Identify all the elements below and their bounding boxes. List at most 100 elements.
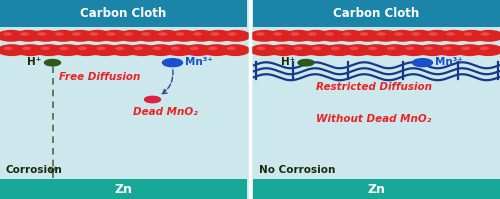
Text: H⁺: H⁺: [27, 57, 42, 67]
Circle shape: [275, 47, 284, 50]
Circle shape: [134, 30, 164, 42]
Circle shape: [370, 30, 400, 42]
Circle shape: [169, 30, 199, 42]
Text: H⁺: H⁺: [281, 57, 295, 67]
Text: Carbon Cloth: Carbon Cloth: [80, 7, 166, 20]
Circle shape: [3, 32, 12, 36]
Circle shape: [134, 47, 143, 50]
Circle shape: [456, 30, 486, 42]
Circle shape: [284, 30, 314, 42]
Circle shape: [446, 32, 455, 36]
Circle shape: [183, 44, 213, 56]
Circle shape: [312, 47, 322, 50]
Circle shape: [78, 47, 87, 50]
Circle shape: [412, 32, 420, 36]
Circle shape: [162, 59, 182, 67]
Circle shape: [176, 32, 185, 36]
Circle shape: [398, 44, 428, 56]
Circle shape: [204, 30, 234, 42]
Circle shape: [22, 47, 31, 50]
Circle shape: [90, 44, 120, 56]
Circle shape: [308, 32, 317, 36]
Circle shape: [117, 30, 147, 42]
Circle shape: [287, 44, 317, 56]
Circle shape: [115, 47, 124, 50]
Circle shape: [256, 32, 265, 36]
Circle shape: [480, 47, 489, 50]
Circle shape: [227, 47, 236, 50]
Circle shape: [249, 30, 279, 42]
Circle shape: [388, 30, 418, 42]
Circle shape: [0, 30, 26, 42]
Text: Mn³⁺: Mn³⁺: [435, 57, 463, 67]
FancyArrowPatch shape: [162, 70, 173, 94]
Circle shape: [350, 47, 358, 50]
Circle shape: [60, 47, 68, 50]
Circle shape: [436, 44, 466, 56]
Circle shape: [473, 44, 500, 56]
Circle shape: [34, 44, 64, 56]
Circle shape: [294, 47, 303, 50]
Circle shape: [336, 30, 366, 42]
Circle shape: [380, 44, 410, 56]
Text: No Corrosion: No Corrosion: [259, 165, 336, 175]
Circle shape: [152, 30, 182, 42]
Text: Zn: Zn: [114, 182, 132, 196]
Circle shape: [14, 30, 44, 42]
Circle shape: [298, 60, 314, 66]
Text: Free Diffusion: Free Diffusion: [60, 72, 140, 82]
Circle shape: [20, 32, 29, 36]
Circle shape: [220, 44, 250, 56]
Circle shape: [480, 32, 490, 36]
Circle shape: [377, 32, 386, 36]
Circle shape: [353, 30, 383, 42]
Circle shape: [96, 47, 106, 50]
Circle shape: [30, 30, 60, 42]
Circle shape: [462, 47, 470, 50]
Bar: [0, 0, 247, 27]
Circle shape: [442, 47, 452, 50]
Circle shape: [306, 44, 336, 56]
Text: Without Dead MnO₂: Without Dead MnO₂: [316, 114, 432, 124]
Circle shape: [440, 30, 470, 42]
Circle shape: [72, 44, 102, 56]
Circle shape: [141, 32, 150, 36]
Circle shape: [324, 44, 354, 56]
Circle shape: [152, 47, 162, 50]
Bar: [253, 179, 500, 199]
Circle shape: [290, 32, 300, 36]
Circle shape: [331, 47, 340, 50]
Circle shape: [362, 44, 392, 56]
Circle shape: [208, 47, 218, 50]
Circle shape: [158, 32, 168, 36]
Circle shape: [44, 60, 60, 66]
Circle shape: [387, 47, 396, 50]
Circle shape: [193, 32, 202, 36]
Circle shape: [90, 32, 98, 36]
Text: Dead MnO₂: Dead MnO₂: [132, 107, 198, 117]
Circle shape: [250, 44, 280, 56]
Circle shape: [52, 44, 82, 56]
Circle shape: [412, 59, 432, 67]
Bar: [0, 0, 247, 199]
Circle shape: [66, 30, 96, 42]
Circle shape: [55, 32, 64, 36]
Circle shape: [4, 47, 13, 50]
Circle shape: [146, 44, 176, 56]
Circle shape: [318, 30, 348, 42]
Bar: [253, 0, 500, 27]
Circle shape: [144, 96, 160, 103]
Circle shape: [429, 32, 438, 36]
Circle shape: [82, 30, 112, 42]
Circle shape: [124, 32, 133, 36]
Circle shape: [474, 30, 500, 42]
Circle shape: [454, 44, 484, 56]
Circle shape: [164, 44, 194, 56]
Circle shape: [256, 47, 266, 50]
Circle shape: [210, 32, 220, 36]
Text: Mn³⁺: Mn³⁺: [185, 57, 213, 67]
Circle shape: [108, 44, 138, 56]
Circle shape: [190, 47, 198, 50]
Circle shape: [228, 32, 236, 36]
Circle shape: [171, 47, 180, 50]
